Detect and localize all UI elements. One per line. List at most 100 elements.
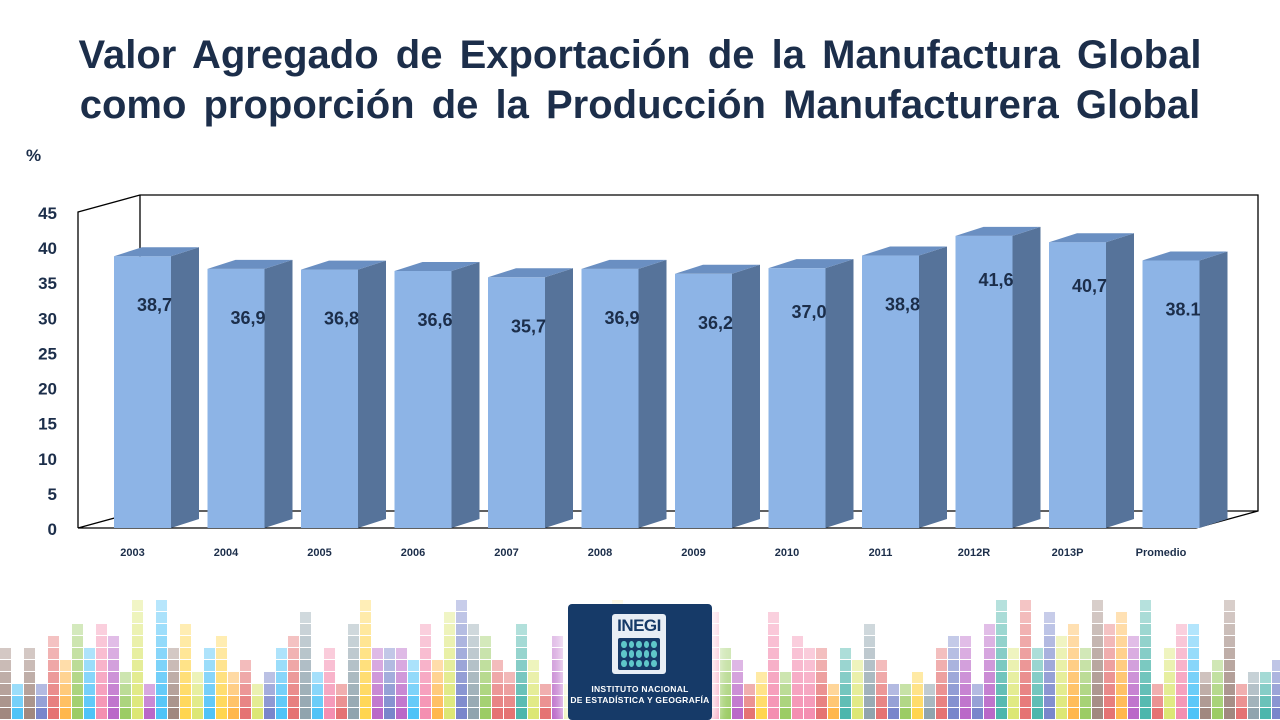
mosaic-tile	[420, 696, 431, 707]
mosaic-tile	[732, 684, 743, 695]
mosaic-tile	[204, 672, 215, 683]
mosaic-tile	[876, 708, 887, 719]
mosaic-tile	[792, 660, 803, 671]
mosaic-tile	[1092, 684, 1103, 695]
mosaic-tile	[768, 660, 779, 671]
mosaic-tile	[528, 696, 539, 707]
mosaic-tile	[864, 660, 875, 671]
mosaic-tile	[132, 672, 143, 683]
mosaic-tile	[324, 648, 335, 659]
mosaic-tile	[1236, 696, 1247, 707]
mosaic-tile	[756, 684, 767, 695]
mosaic-tile	[1092, 648, 1103, 659]
mosaic-tile	[948, 708, 959, 719]
mosaic-tile	[360, 708, 371, 719]
mosaic-tile	[156, 648, 167, 659]
mosaic-tile	[168, 696, 179, 707]
mosaic-tile	[960, 684, 971, 695]
mosaic-tile	[36, 696, 47, 707]
mosaic-tile	[360, 612, 371, 623]
mosaic-tile	[1080, 672, 1091, 683]
mosaic-tile	[240, 672, 251, 683]
bar-top-2010	[768, 259, 854, 269]
mosaic-tile	[132, 708, 143, 719]
mosaic-tile	[984, 696, 995, 707]
mosaic-tile	[1128, 696, 1139, 707]
mosaic-tile	[1068, 648, 1079, 659]
mosaic-tile	[1272, 708, 1280, 719]
mosaic-tile	[1020, 672, 1031, 683]
mosaic-tile	[132, 636, 143, 647]
mosaic-tile	[468, 660, 479, 671]
mosaic-tile	[108, 708, 119, 719]
mosaic-tile	[1020, 660, 1031, 671]
mosaic-tile	[60, 696, 71, 707]
mosaic-tile	[228, 696, 239, 707]
mosaic-tile	[960, 636, 971, 647]
mosaic-tile	[72, 684, 83, 695]
mosaic-tile	[1032, 696, 1043, 707]
mosaic-tile	[876, 660, 887, 671]
mosaic-tile	[72, 672, 83, 683]
mosaic-tile	[732, 696, 743, 707]
mosaic-tile	[492, 660, 503, 671]
bar-top-2003	[114, 247, 199, 257]
mosaic-tile	[120, 684, 131, 695]
mosaic-tile	[1272, 660, 1280, 671]
mosaic-tile	[864, 636, 875, 647]
mosaic-tile	[348, 672, 359, 683]
mosaic-tile	[72, 636, 83, 647]
mosaic-tile	[768, 648, 779, 659]
mosaic-tile	[408, 672, 419, 683]
mosaic-tile	[1032, 648, 1043, 659]
mosaic-tile	[372, 660, 383, 671]
mosaic-tile	[1008, 684, 1019, 695]
mosaic-tile	[1140, 672, 1151, 683]
data-label-2008: 36,9	[604, 308, 639, 328]
mosaic-tile	[1176, 624, 1187, 635]
mosaic-tile	[1176, 660, 1187, 671]
mosaic-tile	[1116, 612, 1127, 623]
mosaic-tile	[456, 648, 467, 659]
y-tick-label: 45	[38, 204, 57, 223]
mosaic-tile	[516, 696, 527, 707]
mosaic-tile	[1104, 684, 1115, 695]
mosaic-tile	[348, 648, 359, 659]
mosaic-tile	[516, 636, 527, 647]
mosaic-tile	[948, 648, 959, 659]
mosaic-tile	[1260, 708, 1271, 719]
mosaic-tile	[396, 684, 407, 695]
mosaic-tile	[96, 660, 107, 671]
mosaic-tile	[1104, 636, 1115, 647]
y-tick-label: 5	[48, 485, 57, 504]
mosaic-tile	[468, 648, 479, 659]
mosaic-tile	[972, 684, 983, 695]
mosaic-tile	[384, 696, 395, 707]
mosaic-tile	[1092, 612, 1103, 623]
mosaic-tile	[996, 660, 1007, 671]
bar-front-2009	[675, 273, 732, 528]
mosaic-tile	[84, 684, 95, 695]
mosaic-tile	[540, 684, 551, 695]
mosaic-tile	[1056, 696, 1067, 707]
mosaic-tile	[1128, 672, 1139, 683]
mosaic-tile	[252, 684, 263, 695]
mosaic-tile	[132, 612, 143, 623]
mosaic-tile	[900, 696, 911, 707]
mosaic-tile	[168, 672, 179, 683]
mosaic-tile	[192, 708, 203, 719]
mosaic-tile	[1140, 612, 1151, 623]
mosaic-tile	[312, 684, 323, 695]
mosaic-tile	[216, 696, 227, 707]
mosaic-tile	[840, 660, 851, 671]
bar-top-2005	[301, 260, 386, 270]
mosaic-tile	[708, 612, 719, 623]
mosaic-tile	[1152, 696, 1163, 707]
y-tick-label: 10	[38, 450, 57, 469]
mosaic-tile	[864, 648, 875, 659]
y-tick-label: 15	[38, 415, 57, 434]
mosaic-tile	[1188, 660, 1199, 671]
mosaic-tile	[708, 648, 719, 659]
mosaic-tile	[444, 612, 455, 623]
mosaic-tile	[1008, 660, 1019, 671]
